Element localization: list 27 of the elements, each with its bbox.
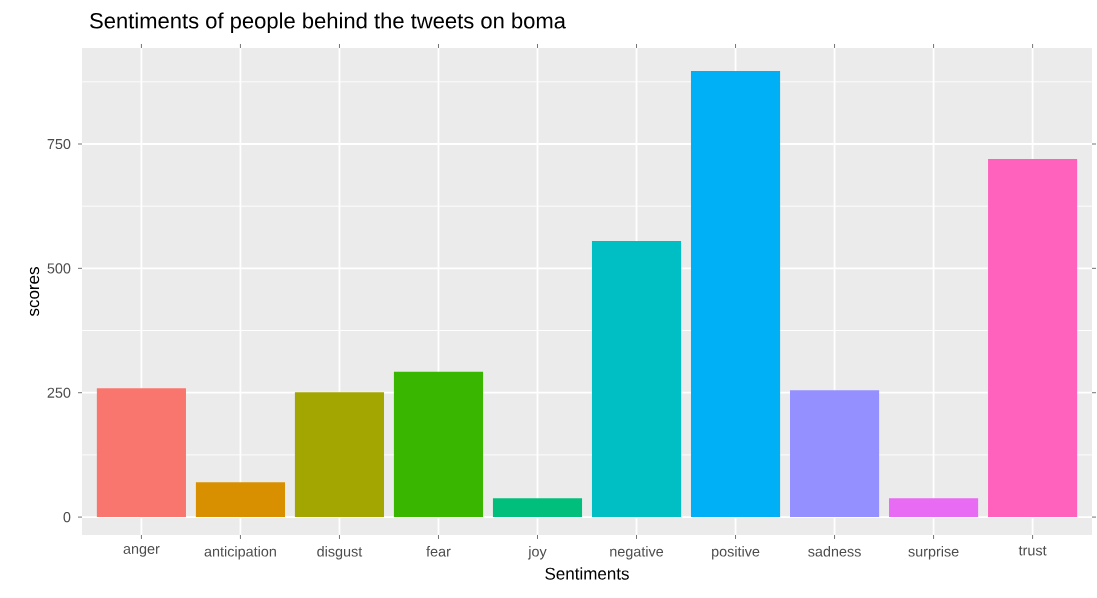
x-tick-label: surprise: [908, 546, 959, 560]
x-axis-title: Sentiments: [545, 567, 629, 580]
x-tick-label: joy: [527, 546, 547, 560]
bar: [393, 371, 484, 518]
x-tick-label: trust: [1018, 546, 1047, 556]
bar: [988, 158, 1078, 518]
x-tick-label: sadness: [808, 546, 861, 557]
bar: [690, 70, 781, 518]
x-tick-label: anger: [123, 546, 160, 557]
bar: [294, 392, 385, 518]
x-tick-label: anticipation: [204, 546, 276, 560]
y-tick-label: 0: [63, 512, 71, 523]
bar: [96, 388, 186, 518]
x-tick-label: fear: [426, 546, 451, 557]
x-tick-label: positive: [712, 546, 760, 560]
y-axis-title: scores: [29, 267, 40, 317]
y-tick-label: 500: [47, 263, 71, 274]
chart-title: Sentiments of people behind the tweets on boma: [90, 12, 566, 33]
bar: [591, 241, 682, 518]
bar: [889, 498, 979, 518]
y-tick-label: 750: [47, 138, 71, 150]
y-tick-label: 250: [47, 387, 71, 398]
bar: [492, 498, 583, 518]
x-tick-label: disgust: [317, 546, 363, 560]
x-tick-label: negative: [610, 546, 664, 560]
bar: [195, 482, 285, 518]
bar: [790, 390, 880, 518]
